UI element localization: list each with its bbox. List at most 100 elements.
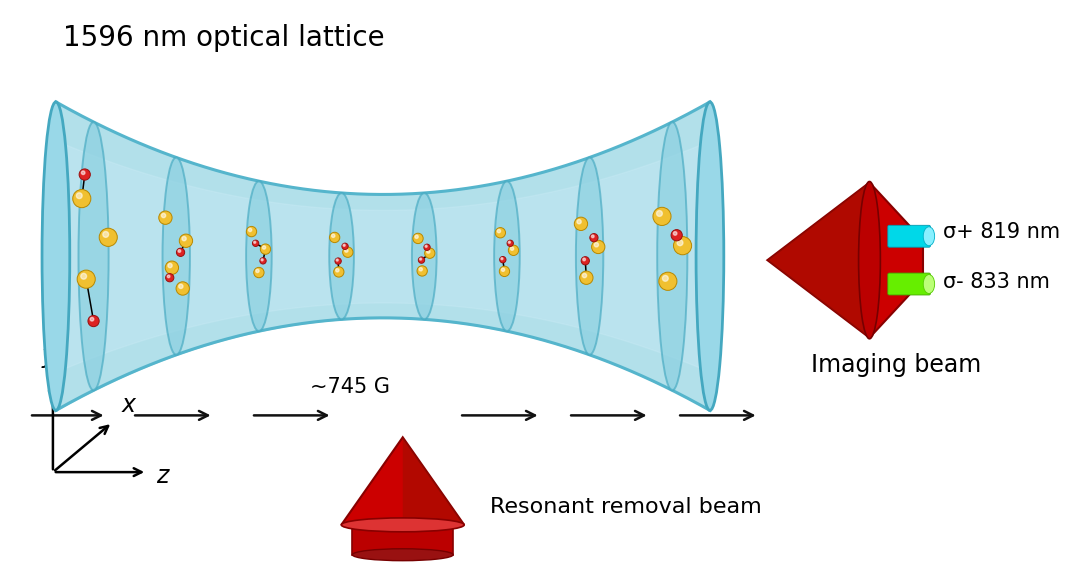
Circle shape xyxy=(167,275,170,277)
Polygon shape xyxy=(768,183,923,338)
Polygon shape xyxy=(768,183,869,338)
Polygon shape xyxy=(342,438,464,525)
Circle shape xyxy=(247,227,257,237)
Ellipse shape xyxy=(342,518,464,532)
Circle shape xyxy=(332,234,335,238)
FancyBboxPatch shape xyxy=(888,225,930,247)
Ellipse shape xyxy=(412,193,437,319)
Ellipse shape xyxy=(329,193,354,319)
Circle shape xyxy=(415,235,418,238)
Circle shape xyxy=(427,250,430,253)
Circle shape xyxy=(499,266,510,276)
Circle shape xyxy=(81,273,86,279)
Circle shape xyxy=(88,316,99,327)
FancyBboxPatch shape xyxy=(888,273,930,295)
Circle shape xyxy=(336,259,339,261)
Circle shape xyxy=(656,210,663,216)
Ellipse shape xyxy=(41,102,70,410)
Text: σ- 833 nm: σ- 833 nm xyxy=(942,272,1049,292)
Text: 1596 nm optical lattice: 1596 nm optical lattice xyxy=(63,24,384,52)
Circle shape xyxy=(256,269,259,273)
Circle shape xyxy=(335,269,339,272)
Circle shape xyxy=(73,190,91,208)
Circle shape xyxy=(248,228,252,232)
Circle shape xyxy=(417,266,427,276)
Circle shape xyxy=(260,258,266,264)
Text: ~745 G: ~745 G xyxy=(310,377,390,398)
Circle shape xyxy=(260,244,271,254)
Circle shape xyxy=(507,240,513,246)
Ellipse shape xyxy=(246,181,272,331)
Circle shape xyxy=(663,276,668,281)
Circle shape xyxy=(261,259,263,261)
Circle shape xyxy=(424,244,430,250)
Text: Imaging beam: Imaging beam xyxy=(811,353,982,377)
Circle shape xyxy=(590,234,598,242)
Ellipse shape xyxy=(79,122,108,390)
Circle shape xyxy=(581,257,590,265)
Circle shape xyxy=(99,228,117,246)
Circle shape xyxy=(674,232,677,235)
Circle shape xyxy=(342,243,348,250)
Circle shape xyxy=(413,234,424,243)
Circle shape xyxy=(162,213,166,218)
Text: σ+ 819 nm: σ+ 819 nm xyxy=(942,223,1060,242)
Circle shape xyxy=(653,208,672,225)
Circle shape xyxy=(177,248,185,257)
Ellipse shape xyxy=(923,227,935,246)
Circle shape xyxy=(592,235,594,238)
Circle shape xyxy=(76,193,82,199)
Ellipse shape xyxy=(163,157,190,355)
Circle shape xyxy=(594,243,598,247)
Circle shape xyxy=(253,268,264,277)
Circle shape xyxy=(574,217,587,231)
Text: y: y xyxy=(41,343,56,368)
Ellipse shape xyxy=(696,102,724,410)
Circle shape xyxy=(176,282,189,295)
Circle shape xyxy=(508,241,510,243)
Circle shape xyxy=(178,250,180,253)
Circle shape xyxy=(497,229,500,233)
Text: Resonant removal beam: Resonant removal beam xyxy=(490,497,762,517)
Circle shape xyxy=(103,232,108,238)
Circle shape xyxy=(418,257,425,264)
Circle shape xyxy=(580,271,593,284)
Ellipse shape xyxy=(494,181,520,331)
Circle shape xyxy=(343,247,353,257)
Circle shape xyxy=(330,232,340,243)
Circle shape xyxy=(495,228,506,238)
Circle shape xyxy=(168,264,173,268)
Circle shape xyxy=(425,248,435,258)
Circle shape xyxy=(419,258,422,260)
Ellipse shape xyxy=(657,122,687,390)
Circle shape xyxy=(179,284,183,288)
Circle shape xyxy=(501,258,503,260)
Circle shape xyxy=(79,169,91,180)
Circle shape xyxy=(252,240,259,246)
Circle shape xyxy=(262,246,265,249)
Circle shape xyxy=(674,236,691,255)
Circle shape xyxy=(182,236,187,241)
Circle shape xyxy=(334,267,344,277)
Circle shape xyxy=(577,220,581,224)
Circle shape xyxy=(179,234,192,247)
Ellipse shape xyxy=(575,157,603,355)
Circle shape xyxy=(500,257,506,263)
Ellipse shape xyxy=(858,181,880,339)
Circle shape xyxy=(672,229,682,241)
Circle shape xyxy=(91,317,94,321)
Ellipse shape xyxy=(923,275,935,294)
Circle shape xyxy=(166,273,174,282)
Circle shape xyxy=(82,171,85,175)
Polygon shape xyxy=(403,438,464,525)
Text: x: x xyxy=(121,394,135,417)
Circle shape xyxy=(78,270,95,288)
Text: z: z xyxy=(156,464,168,488)
Circle shape xyxy=(583,258,585,261)
Ellipse shape xyxy=(353,549,453,561)
Circle shape xyxy=(335,258,342,264)
Circle shape xyxy=(253,241,256,243)
Circle shape xyxy=(343,244,345,246)
Circle shape xyxy=(158,211,173,224)
Circle shape xyxy=(345,249,348,252)
